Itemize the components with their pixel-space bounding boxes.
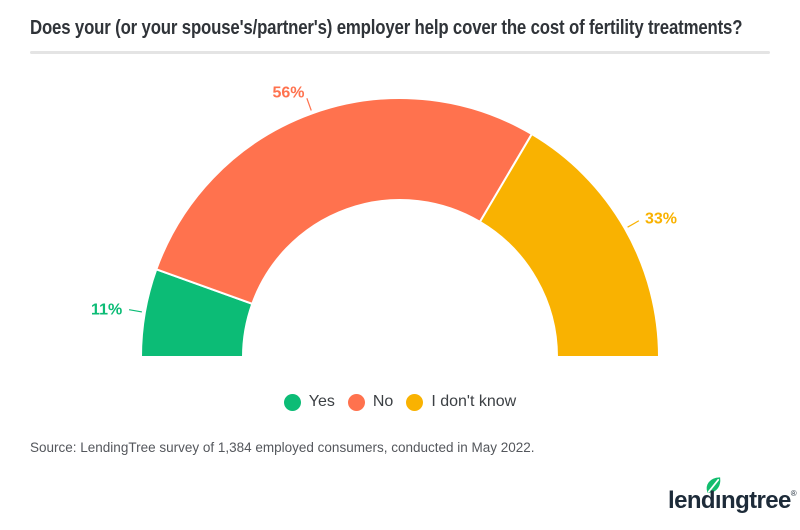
donut-segment-no [155, 97, 534, 306]
legend-label-yes: Yes [308, 393, 335, 410]
logo-wordmark: lendıngtree® [668, 487, 797, 514]
percent-label-no: 56% [272, 85, 304, 102]
leaf-icon [706, 477, 721, 493]
legend-item-no: No [347, 393, 394, 411]
percent-label-i-don-t-know: 33% [645, 210, 677, 227]
leader-line-no [306, 98, 312, 111]
chart-legend: Yes No I don't know [0, 393, 800, 411]
source-text: Source: LendingTree survey of 1,384 empl… [30, 440, 535, 455]
legend-item-yes: Yes [283, 393, 335, 411]
leader-line-i-don-t-know [627, 220, 640, 228]
legend-item-i-don-t-know: I don't know [406, 393, 516, 411]
legend-dot-yes [283, 393, 301, 411]
leader-line-yes [128, 309, 143, 313]
percent-label-yes: 11% [91, 302, 122, 319]
legend-dot-no [347, 393, 365, 411]
legend-label-no: No [372, 393, 394, 410]
lendingtree-logo: lendıngtree® [668, 476, 797, 520]
title-divider [30, 51, 770, 54]
chart-title: Does your (or your spouse's/partner's) e… [30, 17, 743, 39]
legend-label-i-don-t-know: I don't know [431, 393, 517, 410]
registered-mark: ® [790, 489, 797, 498]
legend-dot-i-don-t-know [406, 393, 424, 411]
donut-segment-i-don-t-know [478, 132, 661, 358]
